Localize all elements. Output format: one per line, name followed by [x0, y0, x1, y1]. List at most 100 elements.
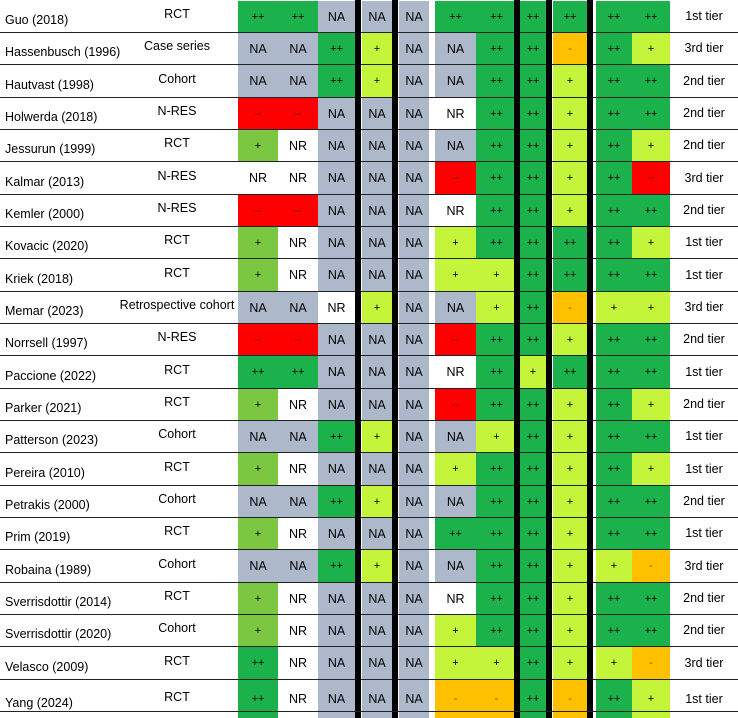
study-design: N-RES: [157, 104, 197, 118]
rating-cell: -: [553, 680, 587, 718]
rating-cell: NA: [362, 356, 392, 388]
rating-cell: +: [238, 259, 278, 291]
rating-cell: +: [553, 615, 587, 646]
rating-cell: +: [238, 227, 278, 258]
rating-cell: ++: [520, 550, 546, 582]
rating-cell: ++: [553, 356, 587, 388]
rating-cell: ++: [520, 130, 546, 161]
rating-cell: +: [435, 647, 476, 679]
study-name: Hassenbusch (1996): [5, 45, 121, 59]
rating-cell: NA: [238, 33, 278, 64]
study-name: Paccione (2022): [5, 368, 97, 383]
rating-cell: ++: [520, 486, 546, 517]
rating-cell: NA: [435, 292, 476, 323]
evidence-tier: 2nd tier: [683, 138, 725, 152]
row-divider: [0, 646, 738, 647]
rating-cell: ++: [632, 356, 670, 388]
rating-cell: NA: [318, 1, 355, 32]
rating-cell: ++: [520, 65, 546, 97]
row-divider: [0, 161, 738, 162]
rating-cell: NA: [399, 162, 429, 194]
rating-cell: ++: [476, 389, 517, 420]
rating-cell: NA: [399, 292, 429, 323]
rating-cell: ++: [520, 98, 546, 129]
rating-cell: NA: [318, 324, 355, 355]
rating-cell: +: [520, 356, 546, 388]
rating-cell: ++: [632, 518, 670, 549]
rating-cell: NA: [362, 647, 392, 679]
rating-cell: NA: [435, 486, 476, 517]
rating-cell: ++: [596, 421, 632, 452]
study-name: Memar (2023): [5, 304, 84, 318]
rating-cell: ++: [553, 259, 587, 291]
rating-cell: +: [632, 389, 670, 420]
rating-cell: ++: [476, 227, 517, 258]
rating-cell: NA: [399, 550, 429, 582]
rating-cell: NA: [238, 421, 278, 452]
rating-cell: NA: [238, 292, 278, 323]
rating-cell: ++: [476, 130, 517, 161]
rating-cell: ++: [476, 98, 517, 129]
rating-cell: NA: [318, 227, 355, 258]
rating-cell: +: [362, 486, 392, 517]
evidence-tier: 3rd tier: [684, 558, 724, 573]
rating-cell: ++: [476, 195, 517, 226]
rating-cell: NA: [278, 421, 318, 452]
row-divider: [0, 194, 738, 195]
study-name: Kriek (2018): [5, 271, 74, 286]
row-divider: [0, 485, 738, 486]
rating-cell: +: [362, 550, 392, 582]
rating-cell: ++: [520, 259, 546, 291]
rating-cell: NA: [362, 259, 392, 291]
rating-cell: NA: [399, 680, 429, 718]
rating-cell: ++: [596, 356, 632, 388]
rating-cell: +: [435, 453, 476, 485]
rating-cell: NR: [435, 356, 476, 388]
evidence-tier: 3rd tier: [684, 170, 724, 185]
rating-cell: NA: [435, 33, 476, 64]
rating-cell: ++: [520, 33, 546, 64]
column-separator: [587, 0, 593, 718]
study-name: Robaina (1989): [5, 562, 92, 577]
evidence-tier: 3rd tier: [684, 300, 724, 314]
rating-cell: ++: [476, 583, 517, 614]
rating-cell: ++: [632, 615, 670, 646]
rating-cell: NR: [278, 518, 318, 549]
rating-cell: +: [596, 550, 632, 582]
rating-cell: +: [632, 227, 670, 258]
rating-cell: +: [553, 98, 587, 129]
rating-cell: ++: [476, 486, 517, 517]
study-design: Cohort: [158, 71, 196, 86]
study-name: Kovacic (2020): [5, 239, 89, 253]
rating-cell: ++: [520, 195, 546, 226]
rating-cell: +: [553, 130, 587, 161]
rating-cell: -: [476, 680, 517, 718]
rating-cell: NR: [278, 389, 318, 420]
evidence-tier: 1st tier: [685, 526, 723, 540]
study-design: RCT: [164, 653, 190, 668]
rating-cell: NA: [362, 324, 392, 355]
rating-cell: +: [596, 292, 632, 323]
rating-cell: NR: [435, 583, 476, 614]
study-design: RCT: [164, 233, 190, 247]
study-name: Jessurun (1999): [5, 142, 96, 156]
row-divider: [0, 129, 738, 130]
rating-cell: NA: [399, 389, 429, 420]
column-separator: [392, 0, 398, 718]
row-divider: [0, 32, 738, 33]
rating-cell: ++: [238, 356, 278, 388]
evidence-tier: 2nd tier: [683, 73, 725, 88]
rating-cell: NA: [318, 259, 355, 291]
rating-cell: +: [553, 486, 587, 517]
rating-cell: ++: [520, 1, 546, 32]
rating-cell: ++: [632, 486, 670, 517]
rating-cell: NA: [399, 65, 429, 97]
rating-cell: NA: [399, 518, 429, 549]
evidence-tier: 2nd tier: [683, 494, 725, 508]
study-design: Cohort: [158, 427, 196, 441]
rating-cell: NR: [278, 680, 318, 718]
rating-cell: --: [632, 162, 670, 194]
rating-cell: ++: [632, 324, 670, 355]
study-design: RCT: [164, 136, 190, 150]
study-design: Case series: [144, 39, 210, 53]
